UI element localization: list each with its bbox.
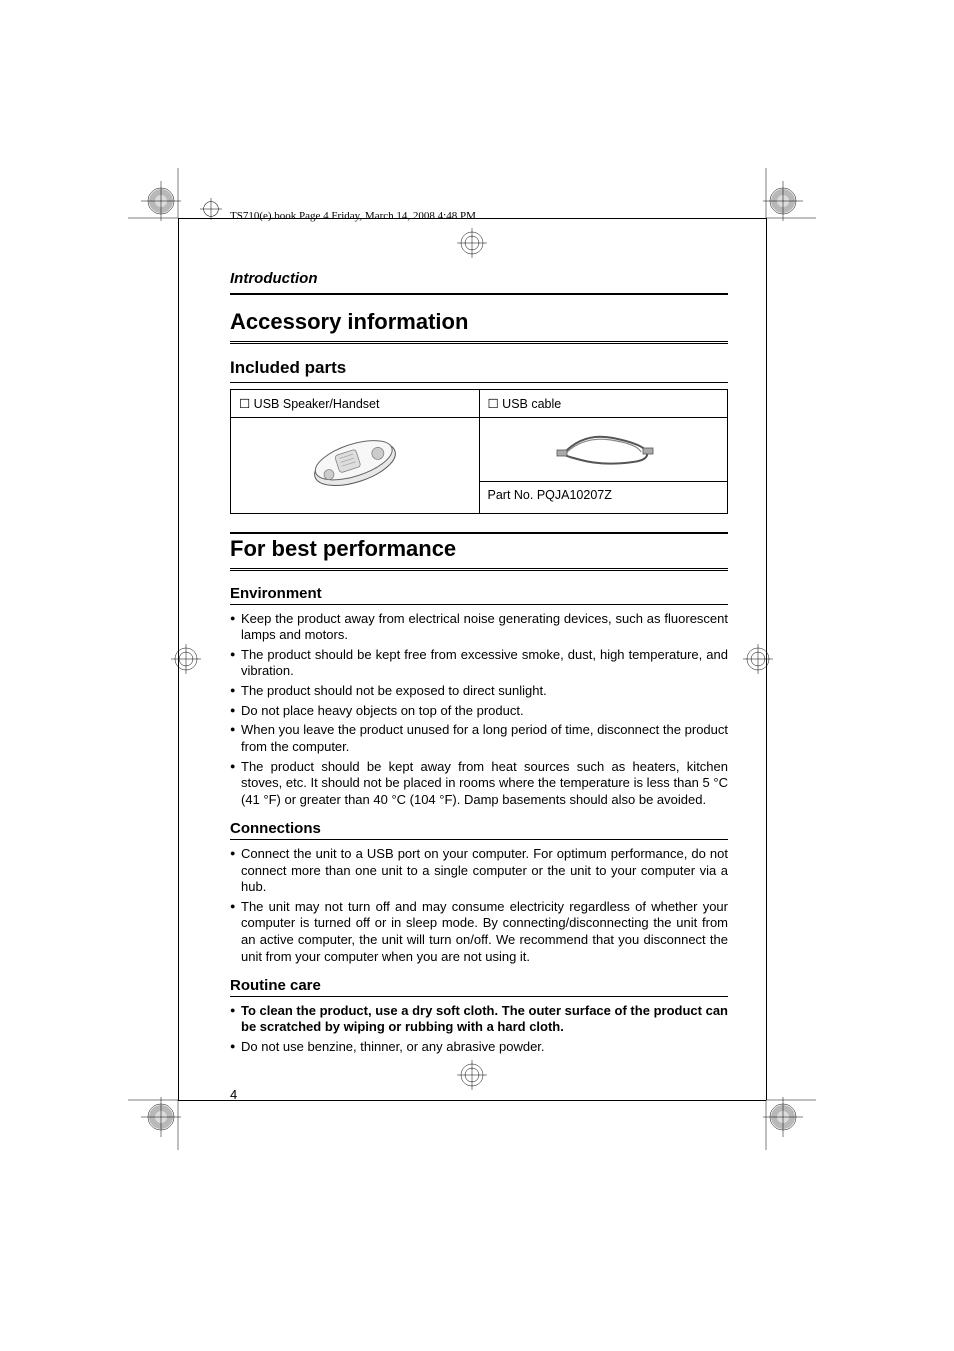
included-parts-table: ☐ USB Speaker/Handset ☐ USB cable <box>230 389 728 514</box>
frame-left-line <box>178 218 179 1100</box>
list-item: Do not place heavy objects on top of the… <box>230 703 728 720</box>
list-item: When you leave the product unused for a … <box>230 722 728 755</box>
part-cell-speaker-label: ☐ USB Speaker/Handset <box>231 390 480 418</box>
heading-included-parts: Included parts <box>230 358 728 378</box>
crop-corner-top-left <box>128 168 198 243</box>
list-item-text: To clean the product, use a dry soft clo… <box>241 1003 728 1035</box>
section-label: Introduction <box>230 270 728 287</box>
running-header: TS710(e).book Page 4 Friday, March 14, 2… <box>230 210 476 222</box>
part-partno-cell: Part No. PQJA10207Z <box>479 482 728 514</box>
heading-best-performance: For best performance <box>230 536 728 562</box>
frame-bottom-line <box>178 1100 766 1101</box>
part-number: Part No. PQJA10207Z <box>488 488 612 502</box>
handset-icon <box>300 424 410 504</box>
part-image-speaker <box>231 418 480 514</box>
crop-corner-bottom-right <box>746 1080 816 1155</box>
part-label: ☐ USB cable <box>488 397 562 411</box>
list-item: To clean the product, use a dry soft clo… <box>230 1003 728 1036</box>
list-item: The product should be kept free from exc… <box>230 647 728 680</box>
divider <box>230 293 728 295</box>
usb-cable-icon <box>543 424 663 472</box>
registration-mark-top <box>457 228 487 258</box>
registration-mark-header <box>200 198 222 220</box>
list-item: The unit may not turn off and may consum… <box>230 899 728 966</box>
registration-mark-bottom <box>457 1060 487 1090</box>
divider <box>230 839 728 840</box>
divider <box>230 341 728 344</box>
part-image-cable <box>479 418 728 482</box>
list-item: Keep the product away from electrical no… <box>230 611 728 644</box>
heading-routine-care: Routine care <box>230 977 728 994</box>
part-label: ☐ USB Speaker/Handset <box>239 397 379 411</box>
heading-connections: Connections <box>230 820 728 837</box>
registration-mark-left <box>171 644 201 674</box>
routine-list: To clean the product, use a dry soft clo… <box>230 1003 728 1056</box>
divider <box>230 604 728 605</box>
list-item: Connect the unit to a USB port on your c… <box>230 846 728 896</box>
connections-list: Connect the unit to a USB port on your c… <box>230 846 728 965</box>
heading-environment: Environment <box>230 585 728 602</box>
frame-right-line <box>766 218 767 1100</box>
page-number: 4 <box>230 1087 237 1102</box>
list-item: The product should be kept away from hea… <box>230 759 728 809</box>
crop-corner-top-right <box>746 168 816 243</box>
part-cell-cable-label: ☐ USB cable <box>479 390 728 418</box>
crop-corner-bottom-left <box>128 1080 198 1155</box>
divider <box>230 568 728 571</box>
list-item: The product should not be exposed to dir… <box>230 683 728 700</box>
list-item: Do not use benzine, thinner, or any abra… <box>230 1039 728 1056</box>
divider <box>230 382 728 383</box>
registration-mark-right <box>743 644 773 674</box>
environment-list: Keep the product away from electrical no… <box>230 611 728 809</box>
heading-accessory-information: Accessory information <box>230 309 728 335</box>
page-content: Introduction Accessory information Inclu… <box>230 270 728 1059</box>
divider <box>230 532 728 534</box>
divider <box>230 996 728 997</box>
